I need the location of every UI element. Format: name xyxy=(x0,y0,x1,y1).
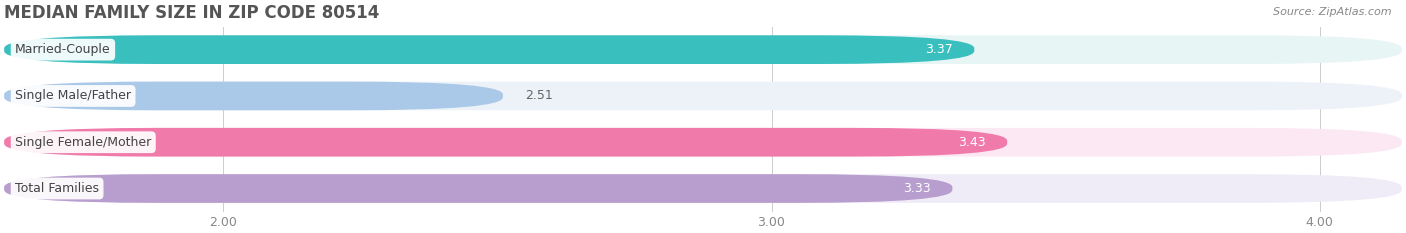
Text: 3.43: 3.43 xyxy=(957,136,986,149)
Text: MEDIAN FAMILY SIZE IN ZIP CODE 80514: MEDIAN FAMILY SIZE IN ZIP CODE 80514 xyxy=(4,4,380,22)
Text: 3.37: 3.37 xyxy=(925,43,952,56)
Text: 3.33: 3.33 xyxy=(903,182,931,195)
FancyBboxPatch shape xyxy=(4,128,1007,157)
FancyBboxPatch shape xyxy=(4,128,1402,157)
FancyBboxPatch shape xyxy=(4,174,1402,203)
Text: Single Male/Father: Single Male/Father xyxy=(15,89,131,103)
FancyBboxPatch shape xyxy=(4,82,1402,110)
Text: Source: ZipAtlas.com: Source: ZipAtlas.com xyxy=(1274,7,1392,17)
FancyBboxPatch shape xyxy=(4,35,974,64)
Text: 2.51: 2.51 xyxy=(524,89,553,103)
FancyBboxPatch shape xyxy=(4,82,503,110)
FancyBboxPatch shape xyxy=(4,174,952,203)
Text: Married-Couple: Married-Couple xyxy=(15,43,111,56)
FancyBboxPatch shape xyxy=(4,35,1402,64)
Text: Single Female/Mother: Single Female/Mother xyxy=(15,136,152,149)
Text: Total Families: Total Families xyxy=(15,182,100,195)
